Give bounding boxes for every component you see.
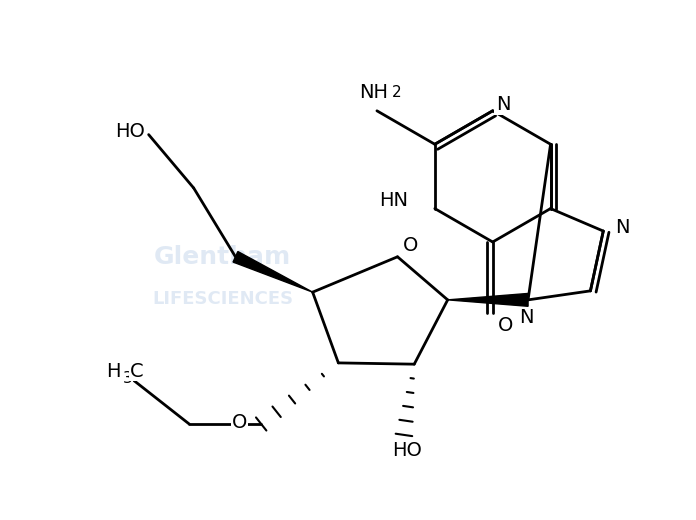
Text: 2: 2 <box>391 85 401 100</box>
Text: O: O <box>498 316 513 335</box>
Text: N: N <box>519 308 534 328</box>
Text: Glentham: Glentham <box>154 245 291 269</box>
Text: O: O <box>232 413 247 432</box>
Text: N: N <box>496 95 510 114</box>
Text: H: H <box>106 362 121 381</box>
Polygon shape <box>448 293 528 306</box>
Text: HN: HN <box>379 191 408 210</box>
Text: HO: HO <box>393 441 422 461</box>
Text: LIFESCIENCES: LIFESCIENCES <box>152 290 293 308</box>
Text: 3: 3 <box>122 371 132 386</box>
Text: NH: NH <box>359 83 388 102</box>
Polygon shape <box>233 252 313 292</box>
Text: O: O <box>403 236 418 255</box>
Text: N: N <box>615 218 629 237</box>
Text: C: C <box>129 362 143 381</box>
Text: HO: HO <box>116 122 145 141</box>
